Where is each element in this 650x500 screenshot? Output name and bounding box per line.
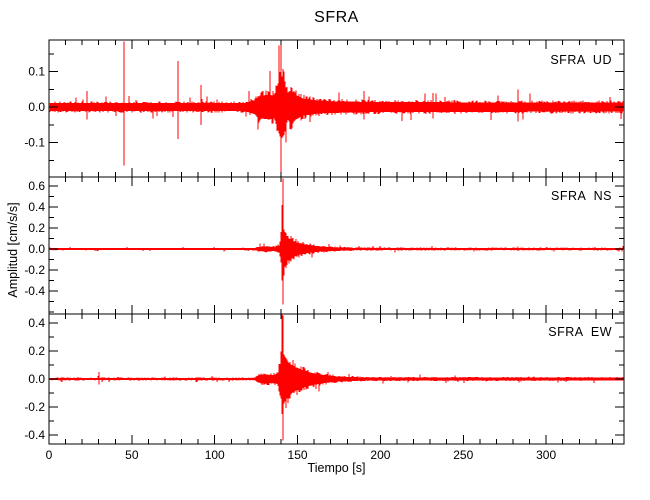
- y-tick-label: 0.0: [28, 100, 45, 114]
- y-tick-label: 0.0: [28, 242, 45, 256]
- trace-ns: [49, 178, 624, 305]
- trace-ud: [49, 40, 624, 173]
- panel-label-ew: SFRA EW: [548, 325, 612, 339]
- x-tick-label: 150: [288, 448, 308, 462]
- panel-label-ud: SFRA UD: [550, 53, 612, 67]
- panel-label-ns: SFRA NS: [551, 189, 612, 203]
- tick-labels: -0.1 0.0 0.1 -0.4 -0.2 0.0 0.2 0.4 0.6 -0.4 -0.2 0.…: [24, 65, 556, 462]
- y-tick-label: -0.1: [24, 136, 45, 150]
- waveform-traces: [49, 40, 624, 441]
- y-tick-label: 0.2: [28, 344, 45, 358]
- y-tick-label: -0.4: [24, 428, 45, 442]
- x-tick-label: 100: [205, 448, 225, 462]
- y-tick-label: -0.2: [24, 400, 45, 414]
- y-tick-label: 0.2: [28, 221, 45, 235]
- x-tick-label: 200: [370, 448, 390, 462]
- y-tick-label: 0.1: [28, 65, 45, 79]
- y-tick-label: 0.4: [28, 200, 45, 214]
- y-tick-label: -0.2: [24, 263, 45, 277]
- trace-ew: [49, 314, 624, 441]
- x-tick-label: 250: [453, 448, 473, 462]
- y-tick-label: 0.6: [28, 179, 45, 193]
- x-tick-label: 300: [536, 448, 556, 462]
- y-tick-label: 0.0: [28, 372, 45, 386]
- panel-frames: [48, 39, 625, 445]
- y-tick-label: 0.4: [28, 316, 45, 330]
- y-tick-label: -0.4: [24, 284, 45, 298]
- x-tick-label: 0: [46, 448, 53, 462]
- panel-frame-ns: [48, 176, 625, 315]
- x-axis-title: Tiempo [s]: [307, 461, 366, 475]
- x-tick-label: 50: [125, 448, 139, 462]
- axis-ticks: [48, 40, 624, 444]
- chart-title: SFRA: [314, 9, 359, 26]
